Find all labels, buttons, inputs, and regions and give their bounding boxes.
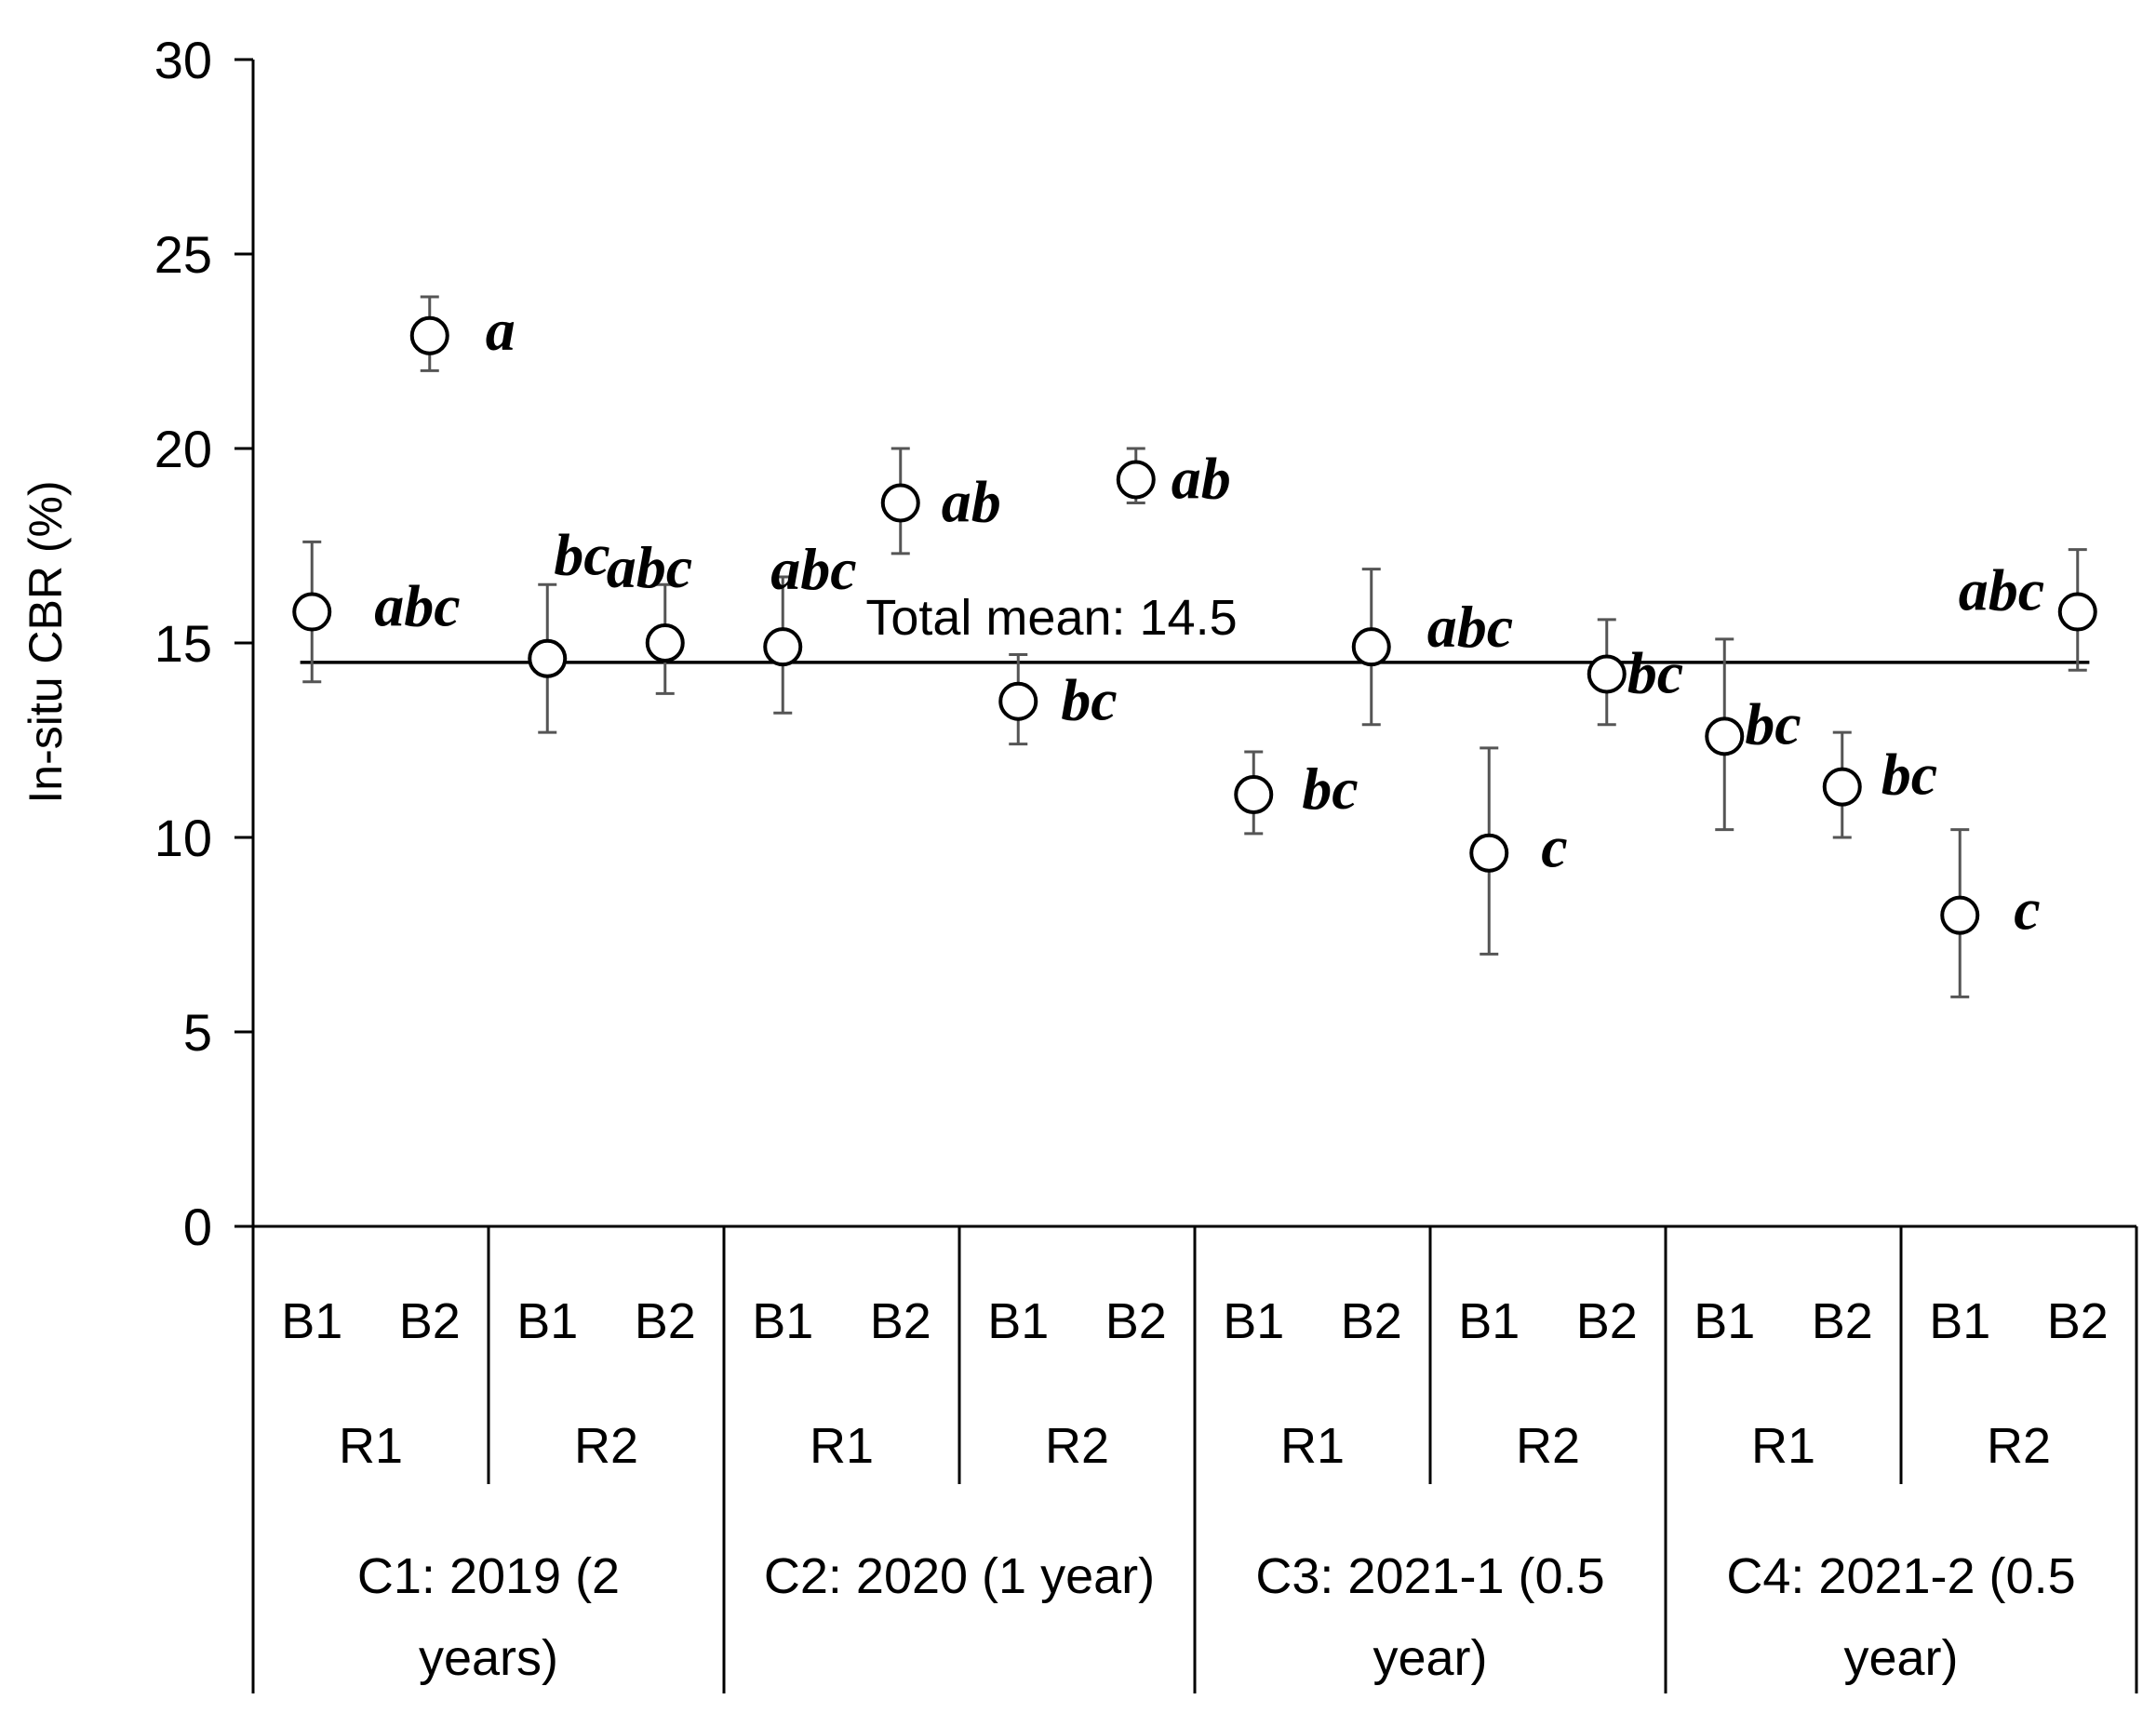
y-tick-label: 15 <box>154 614 212 673</box>
r-label: R1 <box>1280 1418 1345 1474</box>
b-label: B1 <box>1458 1293 1520 1349</box>
y-tick-label: 0 <box>183 1198 212 1256</box>
data-point <box>645 623 685 662</box>
b-label: B2 <box>1105 1293 1167 1349</box>
data-point <box>1351 627 1391 667</box>
data-point <box>1587 654 1627 694</box>
significance-label: bc <box>554 522 609 588</box>
data-point <box>1822 767 1862 807</box>
b-label: B2 <box>635 1293 696 1349</box>
significance-label: bc <box>1881 742 1937 808</box>
c-label: C4: 2021-2 (0.5 <box>1726 1548 2075 1604</box>
b-label: B2 <box>1812 1293 1873 1349</box>
significance-label: ab <box>942 469 1001 535</box>
data-point <box>1469 833 1509 873</box>
data-point <box>292 592 332 632</box>
data-point <box>1705 716 1745 756</box>
data-point <box>1234 775 1274 815</box>
significance-label: abc <box>1427 594 1513 660</box>
significance-label: bc <box>1061 667 1117 733</box>
significance-label: abc <box>374 573 460 639</box>
significance-label: c <box>2014 877 2040 943</box>
significance-label: bc <box>1302 756 1358 822</box>
r-label: R2 <box>574 1418 638 1474</box>
significance-label: a <box>486 297 516 363</box>
c-label: year) <box>1373 1630 1487 1686</box>
c-label: C1: 2019 (2 <box>357 1548 620 1604</box>
b-label: B2 <box>870 1293 931 1349</box>
y-tick-label: 25 <box>154 225 212 284</box>
r-label: R1 <box>810 1418 874 1474</box>
data-point <box>2057 592 2097 632</box>
b-label: B1 <box>516 1293 578 1349</box>
b-label: B1 <box>987 1293 1049 1349</box>
data-point <box>409 315 449 355</box>
significance-label: c <box>1541 814 1567 880</box>
b-label: B2 <box>2047 1293 2109 1349</box>
significance-label: bc <box>1627 639 1683 705</box>
r-label: R2 <box>1045 1418 1109 1474</box>
c-label: years) <box>419 1630 558 1686</box>
y-tick-label: 5 <box>183 1003 212 1062</box>
r-label: R1 <box>1751 1418 1815 1474</box>
data-point <box>1940 895 1980 935</box>
significance-label: abc <box>770 536 856 602</box>
y-tick-label: 30 <box>154 31 212 89</box>
data-point <box>1116 460 1156 500</box>
data-point <box>528 638 568 678</box>
y-tick-label: 10 <box>154 809 212 867</box>
c-label: year) <box>1843 1630 1958 1686</box>
b-label: B1 <box>1223 1293 1284 1349</box>
r-label: R2 <box>1516 1418 1580 1474</box>
c-label: C2: 2020 (1 year) <box>764 1548 1155 1604</box>
b-label: B1 <box>752 1293 813 1349</box>
y-axis: 0 5 10 15 20 25 30 <box>154 31 255 1256</box>
r-label: R1 <box>339 1418 403 1474</box>
b-label: B2 <box>1576 1293 1638 1349</box>
significance-label: abc <box>1959 557 2044 623</box>
significance-label: abc <box>607 534 692 600</box>
mean-label: Total mean: 14.5 <box>865 590 1237 646</box>
b-label: B1 <box>1929 1293 1990 1349</box>
b-label: B1 <box>1694 1293 1755 1349</box>
data-point <box>880 483 920 523</box>
b-label: B2 <box>399 1293 461 1349</box>
significance-label: bc <box>1745 690 1801 756</box>
b-label: B1 <box>281 1293 342 1349</box>
total-mean-line: Total mean: 14.5 <box>300 590 2090 664</box>
y-axis-title: In-situ CBR (%) <box>20 480 72 803</box>
category-axis-table: B1 B2 B1 B2 B1 B2 B1 B2 B1 B2 B1 B2 B1 B2 B1 B2 R1 R2 R1 R2… <box>251 1225 2138 1693</box>
b-label: B2 <box>1341 1293 1402 1349</box>
r-label: R2 <box>1987 1418 2051 1474</box>
data-point <box>763 627 803 667</box>
significance-label: ab <box>1172 445 1231 511</box>
y-tick-label: 20 <box>154 420 212 478</box>
c-label: C3: 2021-1 (0.5 <box>1255 1548 1604 1604</box>
data-point <box>998 681 1038 721</box>
